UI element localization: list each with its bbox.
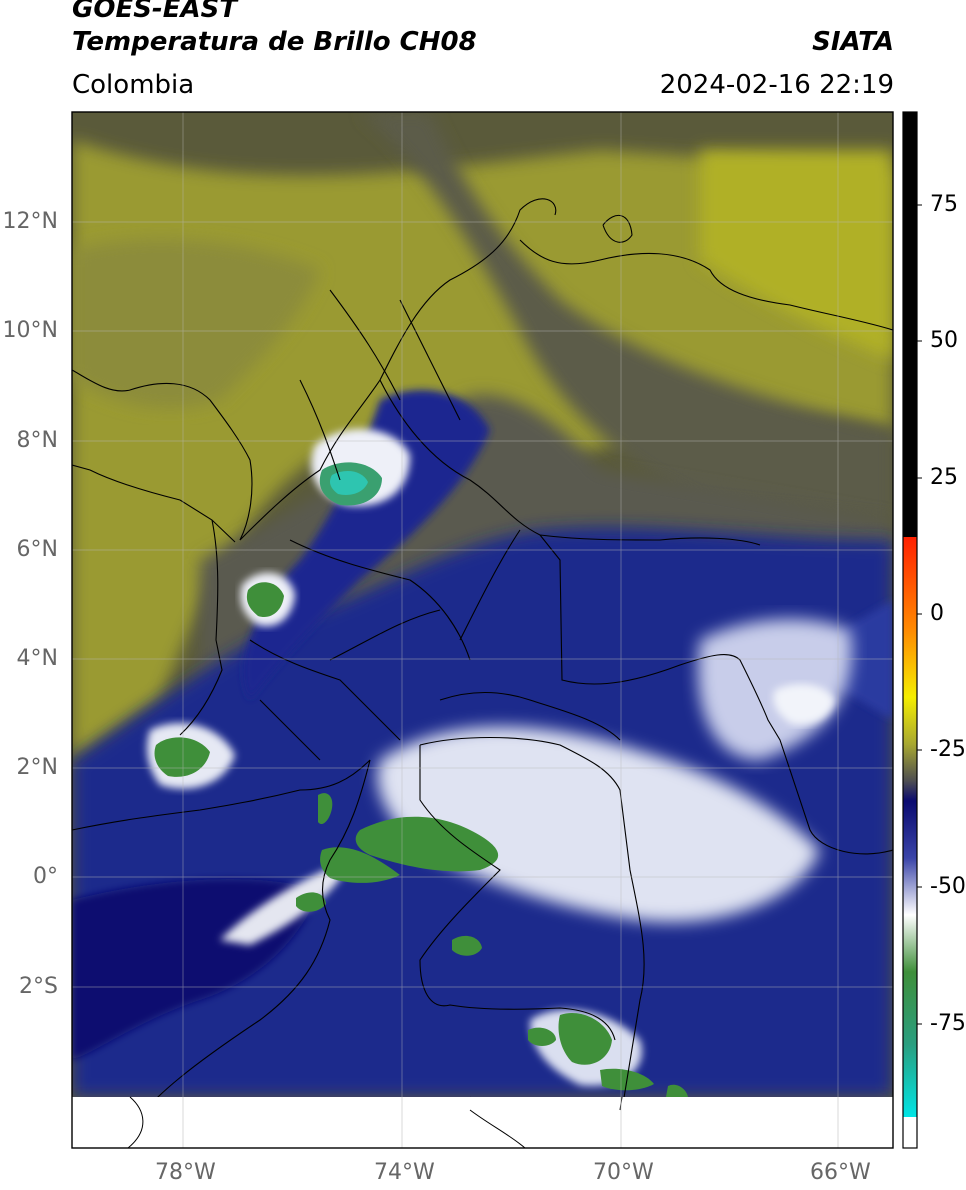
lon-tick-label: 70°W (593, 1160, 654, 1185)
region-label: Colombia (72, 70, 195, 100)
no-data-region (72, 1097, 893, 1148)
lat-tick-label: 2°N (16, 755, 58, 780)
lat-tick-label: 12°N (2, 209, 58, 234)
colorbar-tick-label: -75 (930, 1011, 966, 1036)
map-frame (71, 111, 894, 1149)
timestamp-label: 2024-02-16 22:19 (659, 70, 894, 100)
map-gridlines (72, 112, 893, 1097)
colorbar-tick-label: 50 (930, 328, 958, 353)
brightness-temperature-field (72, 112, 893, 1097)
colorbar-ticks (917, 204, 922, 1025)
organization-label: SIATA (812, 27, 894, 57)
satellite-title: GOES-EAST (72, 0, 238, 24)
lat-tick-label: 2°S (19, 974, 58, 999)
lon-tick-label: 74°W (374, 1160, 435, 1185)
colorbar-tick-label: -50 (930, 874, 966, 899)
political-borders (72, 198, 893, 1097)
lat-tick-label: 8°N (16, 428, 58, 453)
colorbar-tick-label: 25 (930, 465, 958, 490)
lon-tick-label: 66°W (810, 1160, 871, 1185)
lat-tick-label: 10°N (2, 318, 58, 343)
colorbar (903, 112, 917, 1148)
product-title: Temperatura de Brillo CH08 (72, 27, 477, 57)
colorbar-tick-label: 75 (930, 192, 958, 217)
lat-tick-label: 0° (33, 864, 58, 889)
lat-tick-label: 6°N (16, 537, 58, 562)
lat-tick-label: 4°N (16, 646, 58, 671)
colorbar-tick-label: -25 (930, 737, 966, 762)
colorbar-tick-label: 0 (930, 601, 944, 626)
lon-tick-label: 78°W (155, 1160, 216, 1185)
